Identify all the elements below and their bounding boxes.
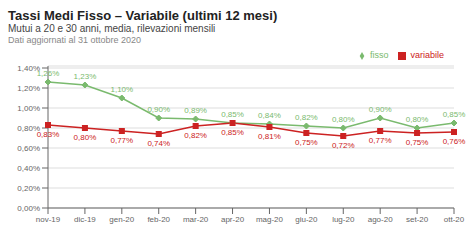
svg-text:0,60%: 0,60% [17,144,40,153]
svg-text:0,85%: 0,85% [443,110,466,119]
svg-text:0,90%: 0,90% [369,105,392,114]
svg-text:0,77%: 0,77% [369,136,392,145]
svg-text:0,75%: 0,75% [295,138,318,147]
svg-text:apr-20: apr-20 [221,215,245,224]
svg-text:0,85%: 0,85% [221,128,244,137]
svg-text:mar-20: mar-20 [183,215,209,224]
svg-text:0,84%: 0,84% [258,111,281,120]
svg-text:0,00%: 0,00% [17,204,40,213]
html-text:Dati aggiornati al 31 ottobre: Dati aggiornati al 31 ottobre 2020 [8,35,142,45]
svg-text:0,40%: 0,40% [17,164,40,173]
svg-text:0,85%: 0,85% [221,110,244,119]
html-text:fisso: fisso [370,50,389,60]
svg-text:set-20: set-20 [406,215,429,224]
svg-text:lug-20: lug-20 [332,215,355,224]
svg-text:1,20%: 1,20% [17,84,40,93]
svg-text:0,82%: 0,82% [295,113,318,122]
svg-text:0,80%: 0,80% [332,115,355,124]
svg-text:feb-20: feb-20 [147,215,170,224]
svg-text:dic-19: dic-19 [74,215,96,224]
svg-text:nov-19: nov-19 [36,215,61,224]
svg-text:0,82%: 0,82% [184,131,207,140]
html-text:Tassi Medi Fisso – Variabile (: Tassi Medi Fisso – Variabile (ultimi 12 … [8,8,278,23]
svg-text:1,10%: 1,10% [110,85,133,94]
svg-text:1,40%: 1,40% [17,63,40,73]
svg-text:gen-20: gen-20 [109,215,134,224]
svg-text:0,80%: 0,80% [74,133,97,142]
svg-text:0,77%: 0,77% [110,136,133,145]
svg-text:giu-20: giu-20 [295,215,318,224]
svg-text:0,81%: 0,81% [258,132,281,141]
svg-text:1,26%: 1,26% [37,69,60,78]
svg-text:0,76%: 0,76% [443,137,466,146]
svg-text:0,74%: 0,74% [147,139,170,148]
svg-text:0,89%: 0,89% [184,106,207,115]
svg-text:ago-20: ago-20 [368,215,393,224]
html-text:variabile: variabile [410,50,444,60]
html-text:Mutui a 20 e 30 anni, media, r: Mutui a 20 e 30 anni, media, rilevazioni… [8,23,216,34]
svg-text:0,20%: 0,20% [17,184,40,193]
svg-text:0,80%: 0,80% [406,115,429,124]
svg-text:0,75%: 0,75% [406,138,429,147]
svg-text:ott-20: ott-20 [444,215,465,224]
svg-text:0,83%: 0,83% [37,130,60,139]
svg-text:1,23%: 1,23% [74,72,97,81]
svg-text:0,72%: 0,72% [332,141,355,150]
svg-text:0,80%: 0,80% [17,123,40,133]
svg-text:mag-20: mag-20 [256,215,284,224]
svg-text:1,00%: 1,00% [17,104,40,113]
svg-text:0,90%: 0,90% [147,105,170,114]
